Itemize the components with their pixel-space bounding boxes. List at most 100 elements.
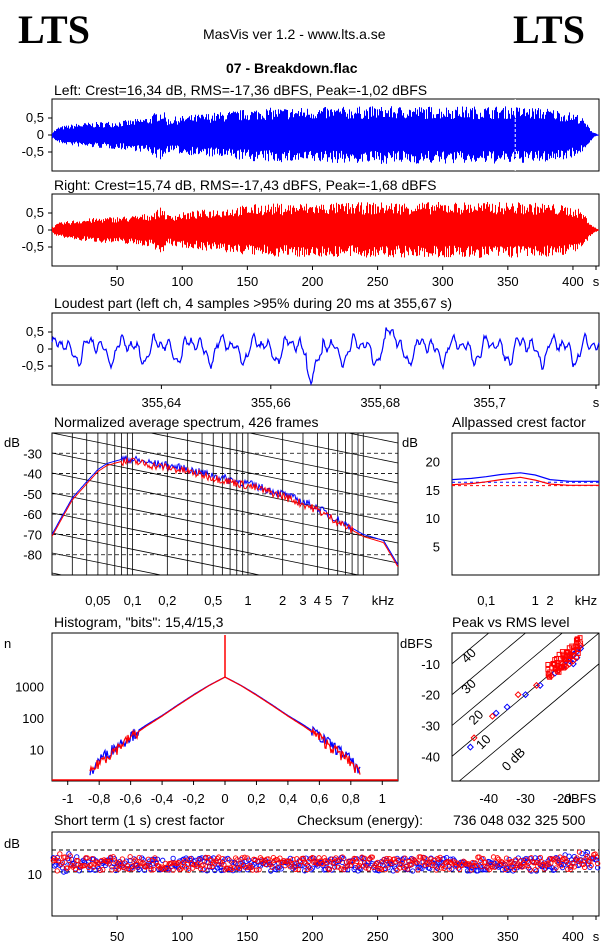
short-term-ylabel: dB <box>4 836 20 851</box>
short-term-right-point <box>330 859 336 866</box>
histogram-xtick-label: 0 <box>221 791 228 806</box>
short-term-left-point <box>225 855 231 862</box>
short-term-right-point <box>567 866 573 873</box>
spectrum-slope-line <box>52 512 361 575</box>
right-waveform-ytick-label: 0,5 <box>26 205 44 220</box>
spectrum-grid <box>52 433 398 575</box>
short-term-right-point <box>479 863 485 870</box>
short-term-right-point <box>582 864 588 871</box>
peak-rms-title: Peak vs RMS level <box>452 614 570 630</box>
right-waveform-xtick-label: 300 <box>432 274 454 289</box>
short-term-left-point <box>208 856 214 862</box>
short-term-right-point <box>253 867 260 873</box>
peak-rms-left-point <box>536 681 544 689</box>
histogram-ytick-label: 10 <box>30 743 44 758</box>
short-term-right-point <box>123 865 129 872</box>
short-term-left-point <box>584 849 590 856</box>
short-term-right-point <box>523 857 529 863</box>
short-term-right-point <box>206 864 213 870</box>
short-term-right-point <box>91 864 97 870</box>
short-term-right-point <box>429 862 435 869</box>
short-term-xtick-label: s <box>593 929 600 944</box>
short-term-right-point <box>252 857 258 863</box>
short-term-right-point <box>574 855 580 861</box>
short-term-right-point <box>358 860 364 866</box>
histogram-xtick-label: 0,2 <box>247 791 265 806</box>
short-term-right-point <box>208 857 214 864</box>
peak-rms-right-point <box>564 650 570 656</box>
short-term-xtick-label: 100 <box>171 929 193 944</box>
short-term-right-point <box>342 864 348 870</box>
short-term-left-point <box>315 863 321 869</box>
short-term-right-point <box>157 865 163 871</box>
short-term-left-point <box>571 853 577 860</box>
histogram-ylabel: n <box>4 636 11 651</box>
short-term-ytick-label: 10 <box>28 867 42 882</box>
logo-left: LTS <box>18 7 90 52</box>
short-term-right-point <box>127 854 133 860</box>
short-term-right-point <box>174 861 180 867</box>
short-term-right-point <box>214 856 221 862</box>
short-term-right-point <box>113 865 119 871</box>
short-term-right-point <box>144 862 150 869</box>
short-term-right-point <box>503 855 510 861</box>
short-term-right-point <box>382 866 389 873</box>
short-term-right-point <box>96 860 102 867</box>
right-waveform-xtick-label: 250 <box>367 274 389 289</box>
short-term-right-point <box>499 859 506 866</box>
short-term-right-point <box>137 859 144 865</box>
short-term-right-point <box>554 859 560 865</box>
short-term-right-point <box>315 861 321 867</box>
peak-rms-right-point <box>470 734 478 742</box>
short-term-right-point <box>326 866 333 873</box>
crest-ytick-label: 15 <box>426 483 440 498</box>
short-term-right-point <box>446 866 452 872</box>
short-term-right-point <box>575 858 581 864</box>
peak-rms-right-point <box>553 667 559 673</box>
histogram-right-line <box>89 676 361 775</box>
short-term-right-point <box>373 861 379 867</box>
short-term-right-point <box>471 862 477 869</box>
short-term-right-point <box>378 866 385 872</box>
short-term-right-point <box>433 867 439 873</box>
spectrum-title: Normalized average spectrum, 426 frames <box>54 414 319 430</box>
short-term-right-point <box>321 855 327 861</box>
short-term-right-point <box>558 863 564 869</box>
short-term-left-point <box>160 857 166 863</box>
short-term-right-point <box>347 862 353 868</box>
logo-right: LTS <box>513 7 585 52</box>
crest-xtick-label: kHz <box>575 593 597 608</box>
peak-rms-right-point <box>574 644 580 650</box>
loudest-part-ytick-label: -0,5 <box>22 358 44 373</box>
short-term-right-point <box>531 860 537 866</box>
short-term-right-point <box>163 864 170 870</box>
short-term-left-point <box>496 864 502 870</box>
left-waveform-ytick-label: -0,5 <box>22 144 44 159</box>
short-term-right-point <box>355 864 361 870</box>
peak-rms-ytick-label: -40 <box>421 749 440 764</box>
peak-rms-diagonal <box>452 633 599 757</box>
short-term-left-point <box>128 865 135 871</box>
short-term-right-point <box>352 856 359 862</box>
spectrum-slope-line <box>52 433 398 504</box>
short-term-right-point <box>53 857 59 864</box>
short-term-right-point <box>259 856 265 863</box>
short-term-right-point <box>441 865 447 872</box>
short-term-right-point <box>565 866 571 872</box>
short-term-right-point <box>100 866 106 873</box>
short-term-right-point <box>473 862 480 869</box>
short-term-right-point <box>203 854 209 861</box>
short-term-right-point <box>544 860 550 867</box>
short-term-right-point <box>328 859 334 865</box>
short-term-right-point <box>399 859 405 865</box>
short-term-right-point <box>226 857 232 863</box>
short-term-right-point <box>514 862 520 869</box>
short-term-left-point <box>410 868 416 874</box>
crest-left-line <box>451 472 599 482</box>
short-term-right-point <box>593 854 600 860</box>
spectrum-xtick-label: kHz <box>372 593 394 608</box>
short-term-right-point <box>545 861 551 868</box>
peak-rms-ylabel: dBFS <box>400 636 433 651</box>
spectrum-ytick-label: -30 <box>23 446 42 461</box>
left-waveform-ytick-label: 0 <box>37 127 44 142</box>
